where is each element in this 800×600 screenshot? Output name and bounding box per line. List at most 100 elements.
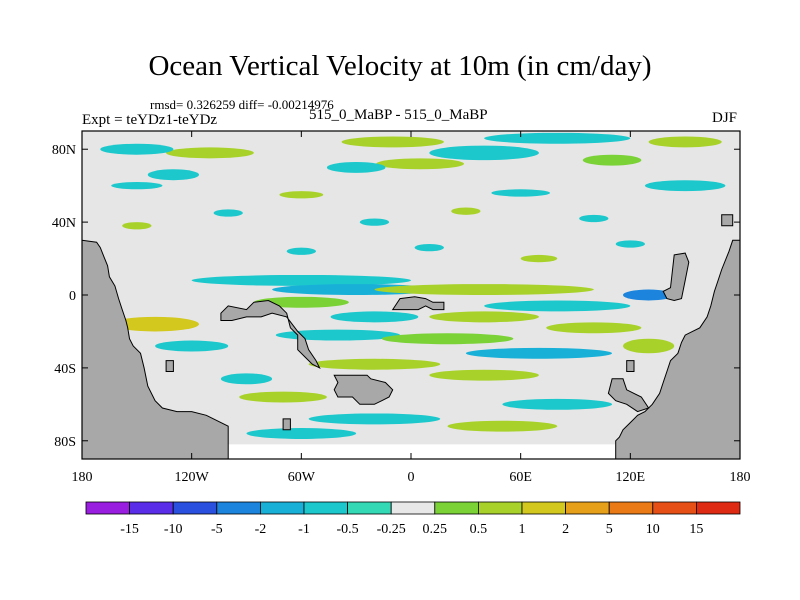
x-tick-label: 180 bbox=[730, 470, 751, 485]
contour-blob bbox=[644, 180, 726, 192]
colorbar-swatch bbox=[172, 501, 218, 515]
contour-blob bbox=[359, 218, 390, 226]
contour-blob bbox=[155, 340, 229, 352]
colorbar-swatch bbox=[259, 501, 305, 515]
contour-blob bbox=[447, 420, 558, 432]
contour-blob bbox=[166, 147, 254, 159]
contour-blob bbox=[308, 413, 441, 425]
colorbar-swatch bbox=[565, 501, 610, 515]
velocity-field bbox=[100, 132, 726, 439]
contour-blob bbox=[429, 145, 539, 161]
colorbar-swatch bbox=[85, 501, 130, 515]
contour-blob bbox=[341, 136, 444, 148]
colorbar-swatch bbox=[347, 501, 392, 515]
colorbar-swatch bbox=[434, 501, 479, 515]
contour-blob bbox=[451, 207, 481, 215]
western-landmass bbox=[82, 239, 229, 459]
contour-blob bbox=[246, 428, 357, 439]
contour-blob bbox=[623, 289, 675, 301]
contour-blob bbox=[213, 209, 243, 217]
contour-blob bbox=[220, 373, 273, 385]
contour-blob bbox=[374, 284, 594, 295]
colorbar-swatch bbox=[477, 501, 523, 515]
contour-blob bbox=[100, 143, 174, 155]
contour-blob bbox=[111, 316, 199, 332]
x-tick-label: 0 bbox=[408, 470, 415, 485]
plot-frame bbox=[81, 130, 741, 460]
contour-blob bbox=[326, 161, 386, 173]
y-tick-label: 0 bbox=[69, 289, 76, 304]
chart-title: Ocean Vertical Velocity at 10m (in cm/da… bbox=[148, 50, 652, 82]
contour-blob bbox=[465, 347, 613, 359]
contour-blob bbox=[239, 391, 327, 403]
contour-blob bbox=[381, 333, 514, 345]
eastern-landmass bbox=[615, 239, 740, 459]
x-tick-label: 120E bbox=[616, 470, 646, 485]
x-tick-label: 180 bbox=[72, 470, 93, 485]
colorbar-label: 0.5 bbox=[470, 522, 488, 537]
contour-blob bbox=[582, 154, 642, 166]
colorbar-label: 0.25 bbox=[423, 522, 448, 537]
contour-blob bbox=[279, 191, 324, 199]
colorbar-label: -10 bbox=[164, 522, 183, 537]
west-central-block bbox=[220, 299, 321, 370]
x-tick-label: 60E bbox=[509, 470, 532, 485]
colorbar-label: -2 bbox=[255, 522, 267, 537]
contour-blob bbox=[484, 300, 631, 312]
colorbar-label: 2 bbox=[562, 522, 569, 537]
contour-blob bbox=[648, 136, 722, 148]
colorbar-swatch bbox=[696, 501, 741, 515]
contour-blob bbox=[111, 182, 163, 190]
experiment-label: Expt = teYDz1-teYDz bbox=[82, 112, 218, 128]
south-central-block bbox=[333, 374, 394, 405]
contour-blob bbox=[484, 132, 631, 144]
colorbar-swatch bbox=[129, 501, 174, 515]
period-label: 515_0_MaBP - 515_0_MaBP bbox=[309, 107, 488, 123]
colorbar-label: -15 bbox=[120, 522, 139, 537]
southeast-spur bbox=[607, 378, 650, 413]
colorbar-swatch bbox=[652, 501, 697, 515]
axes: 180 120W 60W 0 60E 120E 180 80N 40N 0 40S 80S bbox=[52, 131, 751, 485]
colorbar: -15 -10 -5 -2 -1 -0.5 -0.25 0.25 0.5 1 2 5 10 15 bbox=[85, 501, 741, 537]
contour-blob bbox=[491, 189, 550, 197]
contour-blob bbox=[429, 369, 539, 381]
contour-blob bbox=[376, 158, 465, 170]
colorbar-swatch bbox=[390, 501, 436, 515]
colorbar-swatch bbox=[521, 501, 566, 515]
y-tick-label: 40N bbox=[52, 216, 76, 231]
southeast-islet bbox=[626, 360, 635, 372]
south-islet bbox=[282, 418, 291, 431]
nodata-layer bbox=[228, 444, 616, 459]
y-tick-label: 80N bbox=[52, 143, 76, 158]
contour-blob bbox=[502, 398, 613, 410]
y-tick-label: 80S bbox=[54, 435, 76, 450]
colorbar-swatch bbox=[303, 501, 348, 515]
land-layer bbox=[82, 214, 740, 459]
contour-blob bbox=[414, 243, 444, 252]
contour-blob bbox=[191, 274, 411, 286]
contour-blob bbox=[147, 169, 199, 181]
x-tick-label: 120W bbox=[175, 470, 210, 485]
colorbar-label: -0.25 bbox=[377, 522, 406, 537]
colorbar-label: -0.5 bbox=[337, 522, 359, 537]
southern-white-band bbox=[228, 444, 616, 459]
contour-blob bbox=[330, 311, 419, 323]
northeast-islet bbox=[721, 214, 734, 227]
x-tick-label: 60W bbox=[288, 470, 316, 485]
colorbar-label: -5 bbox=[211, 522, 223, 537]
contour-blob bbox=[286, 247, 316, 255]
stats-line: rmsd= 0.326259 diff= -0.00214976 bbox=[150, 97, 334, 112]
y-tick-label: 40S bbox=[54, 362, 76, 377]
contour-blob bbox=[520, 254, 558, 263]
colorbar-swatch bbox=[608, 501, 654, 515]
contour-blob bbox=[429, 311, 539, 323]
season-label: DJF bbox=[712, 110, 738, 126]
colorbar-label: -1 bbox=[298, 522, 310, 537]
colorbar-label: 15 bbox=[689, 522, 703, 537]
contour-blob bbox=[615, 240, 645, 248]
eastern-peninsula bbox=[662, 252, 690, 302]
colorbar-label: 5 bbox=[606, 522, 613, 537]
colorbar-label: 10 bbox=[646, 522, 660, 537]
contour-blob bbox=[308, 358, 441, 370]
